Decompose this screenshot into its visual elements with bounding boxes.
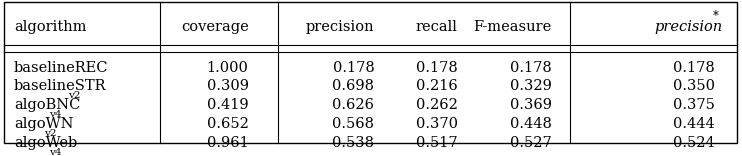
Text: algoWN: algoWN: [14, 117, 73, 131]
Text: 1.000: 1.000: [206, 61, 249, 75]
Text: F-measure: F-measure: [473, 20, 552, 34]
Text: algorithm: algorithm: [14, 20, 87, 34]
Text: 0.448: 0.448: [510, 117, 552, 131]
Text: 0.370: 0.370: [416, 117, 458, 131]
Text: 0.568: 0.568: [332, 117, 374, 131]
Text: 0.369: 0.369: [510, 98, 552, 112]
Text: v2: v2: [68, 91, 81, 100]
Text: recall: recall: [416, 20, 458, 34]
Text: v2: v2: [44, 129, 56, 138]
Text: 0.444: 0.444: [673, 117, 715, 131]
Text: baselineSTR: baselineSTR: [14, 79, 107, 93]
Text: v4: v4: [49, 148, 61, 156]
Text: 0.329: 0.329: [510, 79, 552, 93]
Text: 0.262: 0.262: [416, 98, 458, 112]
Text: 0.517: 0.517: [416, 136, 458, 150]
Text: 0.538: 0.538: [332, 136, 374, 150]
Text: 0.178: 0.178: [332, 61, 374, 75]
Text: algoBNC: algoBNC: [14, 98, 80, 112]
Text: 0.527: 0.527: [510, 136, 552, 150]
Text: 0.375: 0.375: [673, 98, 715, 112]
Text: *: *: [712, 10, 718, 23]
Text: 0.178: 0.178: [673, 61, 715, 75]
Text: 0.524: 0.524: [673, 136, 715, 150]
Text: coverage: coverage: [181, 20, 249, 34]
Text: 0.626: 0.626: [332, 98, 374, 112]
Text: 0.178: 0.178: [510, 61, 552, 75]
Text: v4: v4: [49, 110, 61, 119]
Text: precision: precision: [306, 20, 374, 34]
Text: 0.178: 0.178: [416, 61, 458, 75]
Text: 0.652: 0.652: [206, 117, 249, 131]
Text: 0.216: 0.216: [416, 79, 458, 93]
Text: algoWeb: algoWeb: [14, 136, 77, 150]
Text: 0.309: 0.309: [206, 79, 249, 93]
Text: 0.961: 0.961: [207, 136, 249, 150]
Text: precision: precision: [654, 20, 722, 34]
Text: 0.350: 0.350: [672, 79, 715, 93]
Text: 0.419: 0.419: [207, 98, 249, 112]
Text: baselineREC: baselineREC: [14, 61, 108, 75]
Text: 0.698: 0.698: [332, 79, 374, 93]
